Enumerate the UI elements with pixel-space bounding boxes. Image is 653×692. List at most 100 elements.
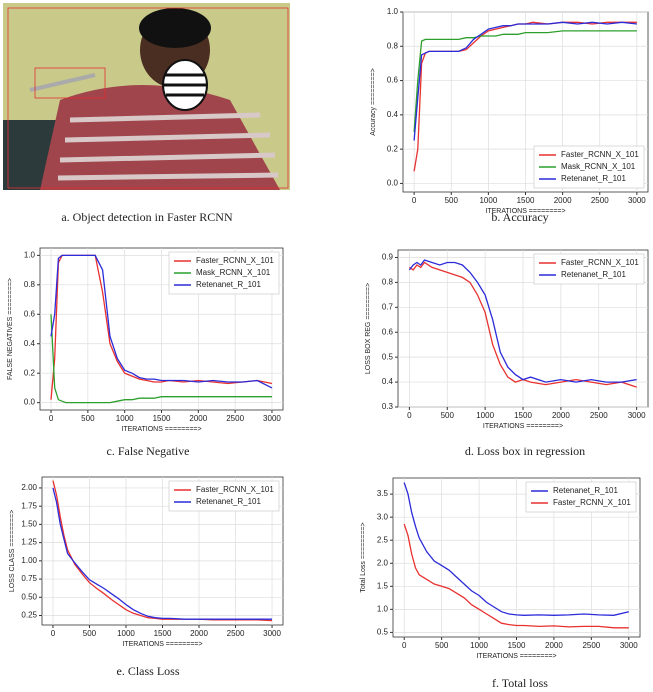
x-tick-label: 3000 (628, 196, 646, 205)
y-axis-label: Total Loss ========> (360, 522, 367, 592)
chart: 0.25 0.50 0.75 1.00 1.25 1.50 1.75 2.00 0 500 1000… (9, 476, 284, 648)
y-tick-label: 1.00 (21, 556, 37, 565)
y-tick-label: 0.6 (24, 309, 36, 318)
y-tick-label: 1.25 (21, 538, 37, 547)
series-line (408, 259, 637, 383)
x-tick-label: 1500 (508, 641, 526, 650)
legend-box (525, 481, 637, 513)
y-tick-label: 0.4 (387, 110, 399, 119)
y-tick-label: 0.6 (387, 76, 399, 85)
y-tick-label: 0.5 (382, 352, 394, 361)
y-axis-label: FALSE NEGATIVES ========> (7, 278, 14, 380)
x-axis-label: ITERATIONS ========> (485, 208, 565, 215)
x-tick-label: 1000 (117, 629, 135, 638)
y-tick-label: 0.8 (387, 41, 399, 50)
detection-box (7, 7, 289, 189)
x-tick-label: 0 (412, 196, 417, 205)
y-tick-label: 1.0 (377, 604, 389, 613)
series-line (50, 314, 272, 404)
y-tick-label: 0.75 (21, 574, 37, 583)
y-tick-label: 0.0 (387, 179, 399, 188)
x-tick-label: 2000 (189, 414, 207, 423)
x-tick-label: 500 (435, 641, 449, 650)
caption: b. Accuracy (491, 210, 548, 224)
y-tick-label: 0.2 (387, 144, 399, 153)
x-tick-label: 2500 (226, 414, 244, 423)
series-line (52, 487, 272, 620)
series-line (413, 21, 637, 141)
caption: e. Class Loss (117, 664, 180, 678)
x-tick-label: 1000 (479, 196, 497, 205)
legend-label: Mask_RCNN_X_101 (561, 162, 636, 171)
y-tick-label: 2.5 (377, 535, 389, 544)
y-tick-label: 0.5 (377, 628, 389, 637)
y-tick-label: 0.4 (24, 339, 36, 348)
y-tick-label: 3.5 (377, 489, 389, 498)
legend-label: Retenanet_R_101 (196, 280, 261, 289)
y-tick-label: 0.6 (382, 327, 394, 336)
legend-label: Retenanet_R_101 (561, 174, 626, 183)
y-tick-label: 0.3 (382, 402, 394, 411)
photo (3, 3, 290, 190)
x-tick-label: 2000 (545, 641, 563, 650)
hair (139, 8, 211, 48)
x-tick-label: 0 (51, 629, 56, 638)
x-tick-label: 500 (445, 196, 459, 205)
x-tick-label: 1500 (514, 411, 532, 420)
x-tick-label: 3000 (628, 411, 646, 420)
x-tick-label: 2500 (582, 641, 600, 650)
x-axis-label: ITERATIONS ========> (121, 426, 201, 433)
series-line (50, 254, 273, 389)
y-tick-label: 1.0 (24, 250, 36, 259)
x-tick-label: 500 (81, 414, 95, 423)
x-tick-label: 500 (441, 411, 455, 420)
x-tick-label: 2500 (591, 196, 609, 205)
y-tick-label: 0.9 (382, 253, 394, 262)
legend-label: Retenanet_R_101 (196, 497, 261, 506)
x-tick-label: 1000 (476, 411, 494, 420)
legend-box (168, 480, 280, 512)
legend-label: Retenanet_R_101 (553, 486, 618, 495)
y-tick-label: 0.2 (24, 368, 36, 377)
caption: c. False Negative (107, 444, 190, 458)
y-axis-label: LOSS BOX REG ========> (365, 283, 372, 374)
y-tick-label: 1.5 (377, 581, 389, 590)
y-tick-label: 0.7 (382, 302, 394, 311)
x-tick-label: 2500 (590, 411, 608, 420)
spoon (29, 73, 96, 92)
x-axis-label: ITERATIONS ========> (122, 641, 202, 648)
legend-label: Retenanet_R_101 (561, 270, 626, 279)
legend-label: Faster_RCNN_X_101 (561, 150, 639, 159)
chart: 0.0 0.2 0.4 0.6 0.8 1.0 0 500 1000 1500 2000 2500 30… (7, 247, 284, 433)
x-tick-label: 1000 (470, 641, 488, 650)
y-tick-label: 1.75 (21, 501, 37, 510)
chart: 0.3 0.4 0.5 0.6 0.7 0.8 0.9 0 500 1000 1500 2000 250… (365, 249, 649, 430)
legend-label: Faster_RCNN_X_101 (561, 258, 639, 267)
caption: f. Total loss (492, 676, 548, 690)
stripes (57, 112, 279, 181)
legend-label: Faster_RCNN_X_101 (196, 485, 274, 494)
x-tick-label: 1000 (116, 414, 134, 423)
chart: 0.0 0.2 0.4 0.6 0.8 1.0 0 500 1000 1500 2000 2500 30… (370, 7, 649, 215)
mug-stripes (164, 73, 206, 97)
caption: a. Object detection in Faster RCNN (61, 210, 233, 224)
x-tick-label: 0 (49, 414, 54, 423)
x-tick-label: 3000 (263, 629, 281, 638)
y-tick-label: 0.4 (382, 377, 394, 386)
y-tick-label: 0.8 (382, 278, 394, 287)
x-tick-label: 2000 (554, 196, 572, 205)
x-axis-label: ITERATIONS ========> (476, 653, 556, 660)
series-line (403, 482, 629, 616)
legend-label: Faster_RCNN_X_101 (553, 498, 631, 507)
legend-box (533, 253, 645, 285)
x-tick-label: 1500 (153, 414, 171, 423)
y-tick-label: 2.00 (21, 483, 37, 492)
x-tick-label: 3000 (263, 414, 281, 423)
x-tick-label: 2000 (190, 629, 208, 638)
x-tick-label: 1500 (154, 629, 172, 638)
y-tick-label: 0.8 (24, 280, 36, 289)
x-tick-label: 2000 (552, 411, 570, 420)
legend-label: Faster_RCNN_X_101 (196, 256, 274, 265)
